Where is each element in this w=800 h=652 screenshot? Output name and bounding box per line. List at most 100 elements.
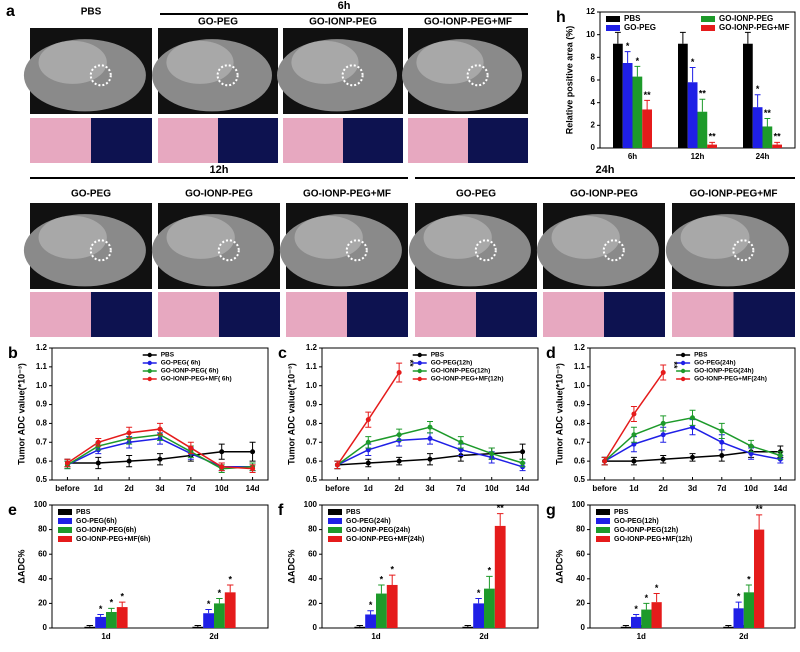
legend-label: GO-PEG(12h)	[431, 360, 473, 367]
point	[660, 420, 666, 426]
time-header: 6h	[338, 0, 351, 12]
y-tick-label: 40	[576, 574, 585, 583]
image-label: GO-IONP-PEG+MF	[303, 189, 391, 200]
bar	[473, 603, 484, 628]
significance-mark: **	[774, 132, 782, 142]
image-label: GO-IONP-PEG	[185, 189, 253, 200]
histology-he	[672, 292, 734, 337]
x-tick-label: 12h	[691, 152, 705, 161]
x-tick-label: 1d	[94, 484, 103, 493]
y-tick-label: 1.0	[36, 381, 48, 390]
x-tick-label: 7d	[717, 484, 726, 493]
mri-tissue	[38, 215, 107, 259]
bar	[723, 626, 734, 628]
histology-he	[158, 292, 219, 337]
y-tick-label: 0.7	[306, 437, 318, 446]
point	[365, 447, 371, 453]
point	[719, 428, 725, 434]
legend-marker	[417, 376, 422, 382]
y-tick-label: 60	[576, 549, 585, 558]
y-tick-label: 0.8	[574, 419, 586, 428]
point	[334, 462, 340, 468]
legend-label: GO-PEG( 6h)	[161, 360, 201, 367]
x-tick-label: 2d	[739, 632, 748, 641]
bar	[116, 607, 128, 628]
error-bar	[633, 613, 640, 617]
legend-label: GO-PEG(24h)	[694, 360, 736, 367]
legend-marker	[147, 376, 152, 382]
point	[660, 432, 666, 438]
point	[748, 443, 754, 449]
bar	[376, 593, 387, 628]
bar	[106, 612, 117, 628]
error-bar	[226, 584, 234, 593]
panel-letter: c	[278, 345, 287, 362]
x-tick-label: 3d	[425, 484, 434, 493]
point	[396, 458, 402, 464]
y-tick-label: 4	[591, 98, 596, 107]
legend-swatch	[606, 25, 620, 31]
bar	[642, 109, 652, 148]
error-bar	[367, 610, 374, 615]
histology-fluorescence	[219, 292, 280, 337]
histology-fluorescence	[91, 118, 152, 163]
point	[95, 460, 101, 466]
point	[126, 430, 132, 436]
bar	[631, 616, 642, 628]
significance-mark: *	[218, 588, 222, 598]
y-axis-label: Tumor ADC value(*10⁻³)	[16, 363, 26, 465]
legend-label: GO-IONP-PEG	[719, 14, 773, 23]
bar	[651, 602, 662, 628]
legend-marker	[680, 352, 686, 358]
error-bar	[388, 574, 396, 585]
y-axis-label: ΔADC%	[554, 550, 564, 584]
y-tick-label: 0.6	[36, 456, 48, 465]
y-tick-label: 0	[313, 623, 318, 632]
significance-mark: **	[405, 360, 415, 368]
y-tick-label: 1.0	[574, 381, 586, 390]
legend-label: GO-PEG	[624, 23, 656, 32]
y-tick-label: 60	[38, 549, 47, 558]
point	[631, 441, 637, 447]
x-tick-label: 3d	[155, 484, 164, 493]
significance-mark: *	[691, 57, 695, 67]
image-label: GO-PEG	[198, 17, 238, 28]
legend-marker	[680, 360, 686, 366]
x-tick-label: 14d	[516, 484, 530, 493]
point	[427, 424, 433, 430]
y-tick-label: 20	[38, 599, 47, 608]
bar	[632, 76, 643, 148]
bar	[484, 588, 495, 628]
x-tick-label: 24h	[756, 152, 770, 161]
point	[64, 460, 70, 466]
legend-label: GO-PEG(6h)	[76, 518, 117, 525]
y-tick-label: 0.5	[306, 475, 318, 484]
bar	[620, 626, 631, 628]
point	[631, 432, 637, 438]
panel-letter: g	[546, 502, 556, 519]
error-bar	[643, 602, 650, 610]
significance-mark: *	[477, 588, 481, 598]
legend-label: GO-PEG(12h)	[614, 518, 659, 525]
panel-letter: f	[278, 502, 284, 519]
bar	[697, 111, 708, 148]
bar	[214, 603, 225, 628]
roi-circle	[345, 239, 368, 262]
bar	[386, 584, 398, 628]
legend-swatch	[328, 536, 342, 542]
point	[157, 456, 163, 462]
point	[690, 454, 695, 460]
y-tick-label: 0	[43, 623, 48, 632]
legend-label: PBS	[431, 352, 445, 359]
legend-label: PBS	[694, 352, 708, 359]
legend-label: GO-IONP-PEG+MF(24h)	[346, 536, 424, 543]
y-tick-label: 0.6	[306, 456, 318, 465]
x-tick-label: 10d	[744, 484, 758, 493]
time-header: 24h	[596, 164, 615, 176]
histology-fluorescence	[468, 118, 528, 163]
mri-tissue	[166, 40, 234, 84]
point	[458, 447, 464, 453]
histology-he	[30, 118, 91, 163]
mri-tissue	[294, 215, 363, 259]
